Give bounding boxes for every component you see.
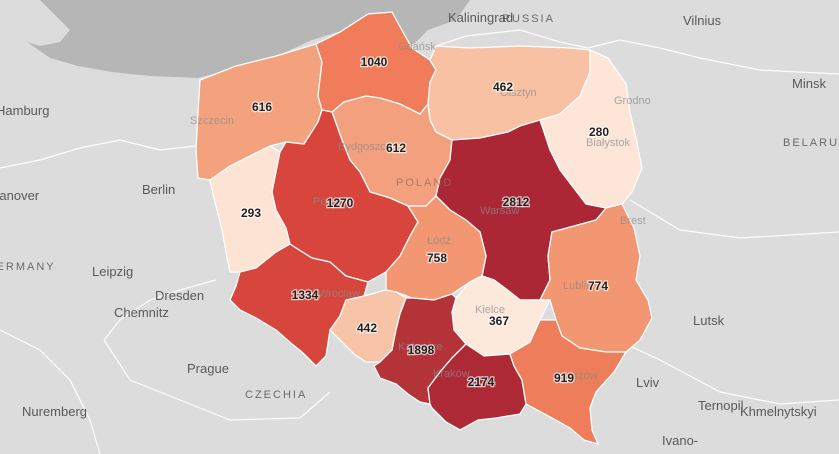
region-value-labels: 616 616 1040 1040 462 462 280 280 293 29…	[240, 54, 611, 390]
value-label-podkarpackie: 919	[554, 371, 574, 385]
faint-label: Brest	[620, 215, 646, 227]
land-patch-west	[0, 0, 70, 46]
value-label-zachodniopomorskie: 616	[252, 100, 272, 114]
value-label-kujawsko-pomorskie: 612	[386, 141, 406, 155]
faint-label: Grodno	[614, 95, 651, 107]
faint-label: Białystok	[586, 137, 631, 149]
value-label-dolnoslaskie: 1334	[292, 288, 319, 302]
city-label: Leipzig	[92, 264, 133, 279]
city-label: Hanover	[0, 188, 40, 203]
value-label-wielkopolskie: 1270	[327, 196, 354, 210]
value-label-halo: 280	[589, 125, 609, 139]
value-label-halo: 462	[493, 80, 513, 94]
value-label-warminsko-mazurskie: 462	[493, 80, 513, 94]
city-label: Ternopil	[698, 398, 744, 413]
city-label: Prague	[187, 361, 229, 376]
city-labels: Kaliningrad Vilnius Minsk Hamburg Berlin…	[0, 10, 826, 448]
faint-label: Olsztyn	[500, 87, 537, 99]
city-label: Dresden	[155, 288, 204, 303]
country-label: POLAND	[396, 177, 453, 189]
city-label: Ivano-	[662, 433, 698, 448]
faint-label: Bydgoszcz	[338, 141, 391, 153]
country-label: RUSSIA	[502, 13, 555, 25]
country-label: GERMANY	[0, 261, 56, 273]
value-label-halo: 1898	[408, 343, 435, 357]
faint-label: Szczecin	[190, 115, 234, 127]
value-label-halo: 367	[489, 314, 509, 328]
value-label-opolskie: 442	[357, 321, 377, 335]
city-label: Lviv	[636, 375, 660, 390]
value-label-lubelskie: 774	[588, 279, 608, 293]
value-label-slaskie: 1898	[408, 343, 435, 357]
value-label-halo: 919	[554, 371, 574, 385]
city-label: Kaliningrad	[448, 10, 513, 25]
city-label: Minsk	[792, 76, 826, 91]
value-label-mazowieckie: 2812	[503, 195, 530, 209]
value-label-halo: 442	[357, 321, 377, 335]
city-label: Nuremberg	[22, 404, 87, 419]
value-label-halo: 774	[588, 279, 608, 293]
faint-label: Gdańsk	[398, 41, 436, 53]
baltic-sea	[0, 0, 470, 78]
city-label: Lutsk	[693, 313, 725, 328]
value-label-halo: 2174	[468, 375, 495, 389]
value-label-lodzkie: 758	[427, 251, 447, 265]
value-label-halo: 1040	[361, 55, 388, 69]
faint-label: Wrocław	[318, 288, 360, 300]
value-label-malopolskie: 2174	[468, 375, 495, 389]
country-borders	[0, 29, 839, 454]
value-label-lubuskie: 293	[241, 206, 261, 220]
city-label: Hamburg	[0, 103, 49, 118]
country-label: CZECHIA	[245, 389, 307, 401]
country-label: BELARU	[783, 137, 839, 149]
value-label-halo: 758	[427, 251, 447, 265]
value-label-halo: 616	[252, 100, 272, 114]
city-label: Vilnius	[683, 13, 722, 28]
value-label-halo: 2812	[503, 195, 530, 209]
faint-label: Warsaw	[480, 205, 519, 217]
city-label: Chemnitz	[114, 305, 169, 320]
value-label-halo: 293	[241, 206, 261, 220]
city-label: Berlin	[142, 182, 175, 197]
faint-label: Katowice	[398, 341, 443, 353]
faint-label: Lublin	[563, 280, 592, 292]
value-label-podlaskie: 280	[589, 125, 609, 139]
value-label-halo: 612	[386, 141, 406, 155]
faint-label: Kraków	[433, 368, 470, 380]
faint-label: Poznań	[313, 196, 350, 208]
city-label: Khmelnytskyi	[740, 404, 817, 419]
faint-place-labels: Gdańsk Olsztyn Grodno Szczecin Bydgoszcz…	[190, 41, 651, 382]
value-label-pomorskie: 1040	[361, 55, 388, 69]
region-podkarpackie[interactable]	[509, 319, 628, 446]
faint-label: Łódź	[427, 235, 451, 247]
faint-label: Kielce	[475, 304, 505, 316]
faint-label: Rzeszów	[553, 370, 598, 382]
voivodeship-regions	[195, 11, 653, 446]
value-label-halo: 1334	[292, 288, 319, 302]
value-label-halo: 1270	[327, 196, 354, 210]
country-labels: RUSSIA BELARU GERMANY CZECHIA POLAND	[0, 13, 839, 401]
value-label-swietokrzyskie: 367	[489, 314, 509, 328]
